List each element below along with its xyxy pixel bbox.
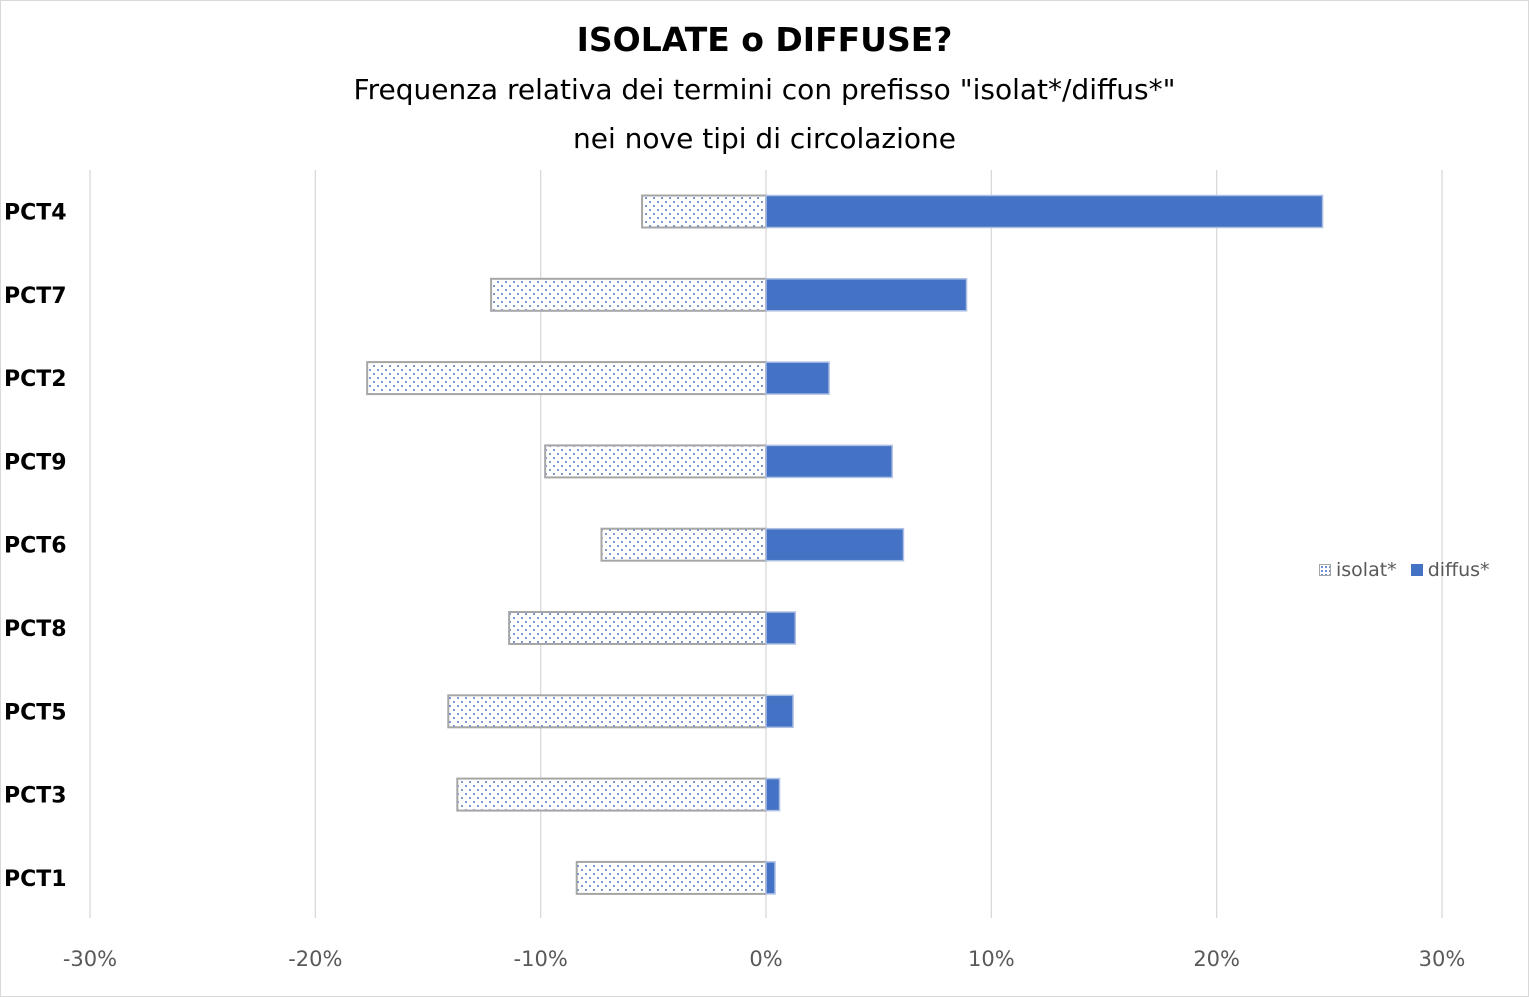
category-label-pct2: PCT2: [4, 367, 67, 392]
category-label-pct4: PCT4: [4, 201, 67, 226]
category-label-pct7: PCT7: [4, 284, 67, 309]
legend-swatch-diffus: [1410, 564, 1423, 576]
bar-diffus-pct9: [765, 444, 893, 479]
category-label-pct3: PCT3: [4, 784, 67, 809]
legend-label-isolat: isolat*: [1336, 559, 1397, 581]
chart-subtitle-line-1: Frequenza relativa dei termini con prefi…: [353, 73, 1176, 106]
bar-diffus-pct8: [765, 611, 797, 645]
chart-title: ISOLATE o DIFFUSE?: [576, 20, 953, 59]
category-label-pct8: PCT8: [4, 617, 67, 642]
bar-isolat-pct8: [508, 611, 767, 645]
x-tick-label-5: 20%: [1193, 947, 1240, 971]
legend-item-diffus: diffus*: [1410, 559, 1490, 581]
bar-isolat-pct6: [600, 527, 767, 562]
bar-diffus-pct1: [765, 861, 776, 895]
legend: isolat* diffus*: [1319, 559, 1504, 581]
legend-swatch-isolat: [1319, 564, 1331, 576]
bar-isolat-pct5: [447, 694, 767, 729]
bar-diffus-pct5: [765, 694, 794, 729]
bar-isolat-pct7: [490, 277, 767, 312]
x-tick-label-0: -30%: [63, 947, 117, 971]
category-label-pct5: PCT5: [4, 700, 67, 725]
x-tick-label-3: 0%: [749, 947, 782, 971]
bar-diffus-pct3: [765, 777, 781, 812]
x-tick-label-4: 10%: [968, 947, 1015, 971]
bar-diffus-pct2: [765, 361, 830, 395]
bar-diffus-pct7: [765, 278, 968, 312]
legend-label-diffus: diffus*: [1427, 559, 1490, 581]
legend-item-isolat: isolat*: [1319, 559, 1397, 581]
bar-isolat-pct9: [544, 444, 767, 479]
chart-subtitle-line-2: nei nove tipi di circolazione: [572, 122, 956, 155]
value-axis: -30% -20% -10% 0% 10% 20% 30%: [63, 947, 1465, 971]
bar-isolat-pct2: [366, 361, 767, 396]
category-label-pct6: PCT6: [4, 534, 67, 559]
category-label-pct1: PCT1: [4, 867, 67, 892]
x-tick-label-1: -20%: [288, 947, 342, 971]
category-label-pct9: PCT9: [4, 450, 67, 475]
bar-diffus-pct6: [765, 527, 905, 562]
bar-isolat-pct3: [456, 777, 767, 812]
bars: [366, 194, 1324, 895]
category-axis: PCT4 PCT7 PCT2 PCT9 PCT6 PCT8 PCT5 PCT3 PCT1: [4, 201, 67, 892]
x-tick-label-6: 30%: [1419, 947, 1466, 971]
x-tick-label-2: -10%: [514, 947, 568, 971]
bar-diffus-pct4: [765, 194, 1324, 229]
bar-isolat-pct1: [575, 860, 767, 895]
bar-isolat-pct4: [641, 194, 767, 229]
